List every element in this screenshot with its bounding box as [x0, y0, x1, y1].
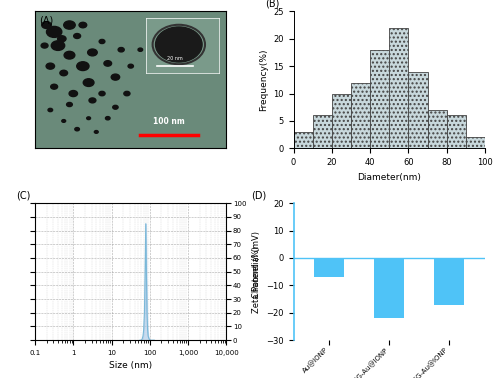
- Circle shape: [112, 105, 118, 109]
- Circle shape: [60, 70, 68, 76]
- Bar: [294, 132, 312, 149]
- Circle shape: [138, 48, 142, 51]
- Y-axis label: Channel (%): Channel (%): [252, 246, 261, 297]
- Circle shape: [128, 64, 134, 68]
- Bar: [351, 83, 370, 149]
- Circle shape: [52, 41, 64, 50]
- Y-axis label: Zeta Potential (mV): Zeta Potential (mV): [252, 231, 260, 313]
- Circle shape: [94, 130, 98, 133]
- Circle shape: [41, 43, 48, 48]
- Circle shape: [84, 79, 94, 87]
- X-axis label: Size (nm): Size (nm): [109, 361, 152, 370]
- Bar: [332, 94, 351, 149]
- Bar: [434, 258, 464, 305]
- Circle shape: [48, 108, 52, 112]
- Text: (A): (A): [39, 15, 53, 25]
- Text: (C): (C): [16, 191, 30, 200]
- Circle shape: [42, 22, 51, 28]
- Circle shape: [46, 63, 54, 69]
- Circle shape: [106, 116, 110, 120]
- Circle shape: [99, 91, 105, 96]
- Text: 100 nm: 100 nm: [153, 118, 185, 127]
- Circle shape: [104, 61, 112, 66]
- Circle shape: [88, 49, 97, 56]
- Circle shape: [64, 51, 75, 59]
- Circle shape: [76, 62, 89, 71]
- Circle shape: [99, 39, 105, 43]
- Circle shape: [69, 91, 78, 96]
- Text: (D): (D): [252, 191, 266, 200]
- Circle shape: [46, 26, 62, 37]
- Bar: [408, 72, 428, 149]
- Bar: [314, 258, 344, 277]
- Circle shape: [62, 119, 66, 122]
- Circle shape: [64, 21, 75, 29]
- Bar: [428, 110, 446, 149]
- Bar: [374, 258, 404, 318]
- Circle shape: [74, 34, 80, 39]
- Circle shape: [111, 74, 120, 80]
- Bar: [370, 50, 390, 149]
- Bar: [446, 116, 466, 149]
- Circle shape: [89, 98, 96, 103]
- Circle shape: [50, 84, 58, 89]
- Circle shape: [86, 117, 90, 119]
- X-axis label: Diameter(nm): Diameter(nm): [358, 173, 421, 182]
- Text: (B): (B): [265, 0, 279, 9]
- Bar: [466, 138, 485, 149]
- Circle shape: [66, 102, 72, 107]
- Bar: [312, 116, 332, 149]
- Bar: [390, 28, 408, 149]
- Circle shape: [118, 48, 124, 52]
- Circle shape: [58, 36, 66, 42]
- Y-axis label: Frequency(%): Frequency(%): [258, 49, 268, 111]
- Circle shape: [79, 22, 86, 28]
- Circle shape: [124, 91, 130, 96]
- Circle shape: [75, 127, 80, 131]
